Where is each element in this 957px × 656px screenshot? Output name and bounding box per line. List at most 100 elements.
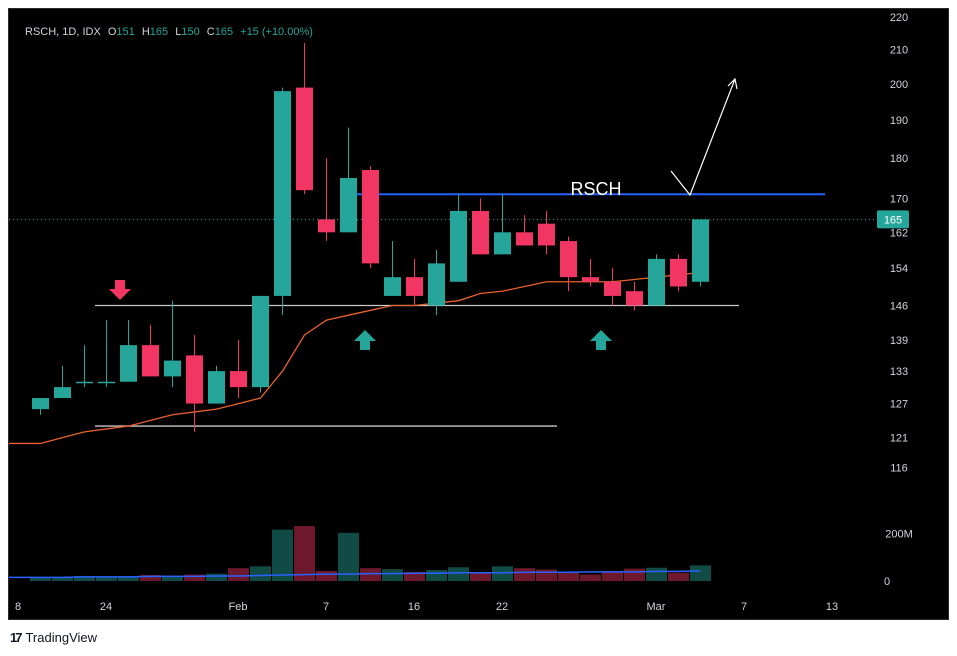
y-tick-label: 200 (890, 79, 908, 91)
candle-body (76, 381, 93, 384)
candle-body (648, 258, 665, 306)
x-tick-label: Mar (647, 601, 666, 613)
candle-body (406, 277, 423, 296)
volume-tick-label: 0 (884, 576, 890, 588)
volume-bar (96, 576, 117, 581)
y-tick-label: 154 (890, 263, 908, 275)
candle-body (318, 219, 335, 233)
volume-bar (580, 574, 601, 581)
ohlc-legend: RSCH, 1D, IDX O151 H165 L150 C165 +15 (+… (25, 26, 313, 38)
volume-bar (690, 565, 711, 581)
candle-body (362, 170, 379, 264)
volume-bar (140, 575, 161, 581)
volume-bar (404, 571, 425, 581)
y-tick-label: 210 (890, 45, 908, 57)
chart-frame[interactable]: 220 210 200 190 180 170 162 154 146 139 133 127 121 1… (8, 8, 949, 620)
candle-body (340, 178, 357, 233)
volume-bar (558, 571, 579, 581)
y-tick-label: 121 (890, 433, 908, 445)
change-value: +15 (+10.00%) (240, 26, 313, 38)
x-tick-label: 13 (826, 601, 838, 613)
open-value: 151 (116, 26, 135, 38)
candle-body (208, 371, 225, 404)
trend-arrow-line (670, 78, 736, 197)
x-tick-label: 7 (323, 601, 329, 613)
chart-canvas[interactable]: 220 210 200 190 180 170 162 154 146 139 133 127 121 1… (9, 9, 950, 621)
candle-body (142, 345, 159, 377)
close-value: 165 (214, 26, 234, 38)
y-tick-label: 133 (890, 366, 908, 378)
y-tick-label: 146 (890, 300, 908, 312)
candle-body (98, 381, 115, 384)
candle-body (230, 371, 247, 388)
close-label: C (206, 26, 215, 38)
volume-bar (294, 526, 315, 581)
y-tick-label: 162 (890, 227, 908, 239)
volume-bar (228, 568, 249, 581)
y-tick-label: 116 (890, 462, 908, 474)
symbol-label: RSCH, 1D, IDX (25, 26, 101, 38)
candle-body (296, 87, 313, 191)
candle-body (538, 223, 555, 246)
volume-bar (250, 566, 271, 581)
y-tick-label: 190 (890, 115, 908, 127)
volume-tick-label: 200M (885, 528, 913, 540)
x-tick-label: 8 (15, 601, 21, 613)
candle-body (494, 232, 511, 255)
volume-bar (162, 575, 183, 581)
low-value: 150 (181, 26, 200, 38)
volume-bar (514, 568, 535, 581)
volume-bar (382, 569, 403, 581)
volume-bar (184, 574, 205, 581)
candle-body (428, 263, 445, 306)
tradingview-logo-icon[interactable]: 17 (10, 630, 23, 645)
candle-body (450, 210, 467, 282)
high-value: 165 (149, 26, 169, 38)
high-label: H (141, 26, 150, 38)
candle-body (274, 91, 291, 296)
volume-bar (118, 576, 139, 581)
volume-bar (360, 568, 381, 581)
volume-bar (74, 575, 95, 581)
candle-body (164, 360, 181, 377)
volume-bar (206, 573, 227, 581)
volume-bar (646, 567, 667, 581)
candle-body (582, 277, 599, 282)
y-tick-label: 220 (890, 12, 908, 24)
y-tick-label: 170 (890, 193, 908, 205)
candle-body (120, 345, 137, 382)
buy-arrow-icon (590, 330, 612, 350)
volume-bar (470, 572, 491, 581)
candle-body (692, 219, 709, 282)
volume-ma-line (9, 570, 701, 579)
x-tick-label: 16 (408, 601, 420, 613)
annotation-text: RSCH (570, 179, 621, 199)
open-label: O (107, 26, 117, 38)
y-tick-label: 180 (890, 153, 908, 165)
candle-body (252, 295, 269, 388)
candle-body (670, 258, 687, 287)
x-tick-label: Feb (229, 601, 248, 613)
candle-body (54, 387, 71, 399)
candle-body (560, 241, 577, 278)
volume-bar (272, 529, 293, 581)
volume-bar (536, 569, 557, 581)
volume-bar (448, 567, 469, 581)
y-tick-label: 127 (890, 399, 908, 411)
x-tick-label: 7 (741, 601, 747, 613)
footer: 17 TradingView (10, 630, 97, 645)
volume-bar (668, 572, 689, 581)
candle-body (384, 277, 401, 296)
candle-body (626, 291, 643, 306)
candle-body (604, 281, 621, 296)
volume-bar (316, 570, 337, 581)
last-price-label: 165 (884, 214, 902, 226)
volume-bar (338, 532, 359, 581)
brand-name[interactable]: TradingView (25, 630, 98, 645)
sell-arrow-icon (109, 280, 131, 300)
volume-bar (492, 566, 513, 581)
y-tick-label: 139 (890, 335, 908, 347)
last-price-badge (877, 210, 909, 229)
volume-bar (426, 570, 447, 581)
volume-bar (30, 577, 51, 581)
